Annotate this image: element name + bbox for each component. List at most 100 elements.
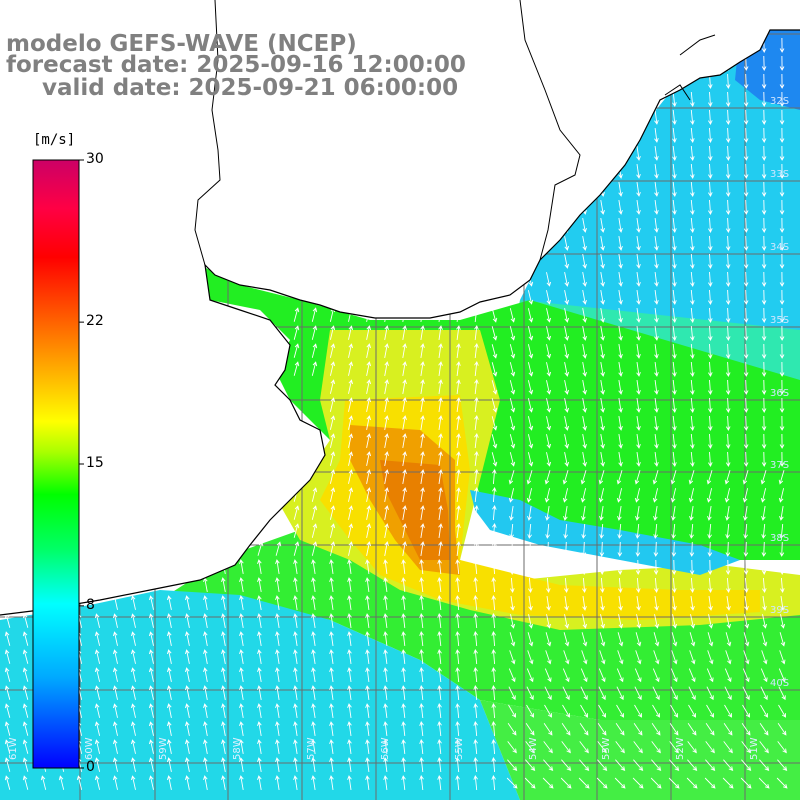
wind-arrow xyxy=(510,596,515,611)
wind-arrow xyxy=(419,613,424,629)
wind-arrow xyxy=(524,777,536,789)
wind-arrow xyxy=(742,668,750,683)
wind-arrow xyxy=(669,722,679,736)
wind-arrow xyxy=(221,613,226,628)
wind-arrow xyxy=(600,596,605,611)
wind-arrow xyxy=(706,704,714,718)
wind-arrow xyxy=(474,451,479,467)
wind-arrow xyxy=(689,650,696,665)
wind-arrow xyxy=(725,451,731,467)
wind-arrow xyxy=(348,433,354,448)
wind-arrow xyxy=(419,703,424,719)
wind-arrow xyxy=(708,451,713,467)
wind-arrow xyxy=(473,649,478,665)
wind-arrow xyxy=(653,541,659,557)
wind-arrow xyxy=(203,757,208,772)
wind-arrow xyxy=(689,523,694,539)
wind-arrow xyxy=(743,559,749,575)
wind-arrow xyxy=(112,649,118,664)
wind-arrow xyxy=(527,380,534,395)
wind-arrow xyxy=(221,757,226,772)
wind-arrow xyxy=(348,523,354,538)
wind-arrow xyxy=(582,254,587,269)
wind-arrow xyxy=(618,308,623,323)
wind-arrow xyxy=(402,451,407,466)
wind-arrow xyxy=(743,632,750,647)
wind-arrow xyxy=(740,777,752,789)
wind-arrow xyxy=(329,397,336,412)
wind-arrow xyxy=(474,469,479,485)
wind-arrow xyxy=(329,703,334,718)
wind-arrow xyxy=(508,704,516,718)
wind-arrow xyxy=(184,649,190,664)
wind-arrow xyxy=(419,775,424,791)
wind-arrow xyxy=(743,91,749,107)
wind-arrow xyxy=(348,505,354,520)
wind-arrow xyxy=(509,434,516,449)
wind-arrow xyxy=(473,631,478,647)
wind-arrow xyxy=(474,361,479,377)
wind-arrow xyxy=(546,416,552,431)
wind-arrow xyxy=(688,470,695,485)
longitude-label: 59W xyxy=(158,737,169,760)
wind-arrow xyxy=(491,685,496,701)
wind-arrow xyxy=(329,325,336,340)
wind-arrow xyxy=(690,451,695,467)
wind-arrow xyxy=(761,55,767,71)
wind-arrow xyxy=(707,650,714,665)
wind-arrow xyxy=(564,362,570,377)
wind-arrow xyxy=(563,632,570,647)
wind-arrow xyxy=(456,361,461,376)
wind-arrow xyxy=(384,487,389,502)
wind-arrow xyxy=(654,110,659,125)
wind-arrow xyxy=(600,398,605,413)
wind-arrow xyxy=(221,631,226,646)
wind-arrow xyxy=(544,686,552,701)
wind-arrow xyxy=(366,415,372,430)
wind-arrow xyxy=(528,614,534,629)
wind-arrow xyxy=(761,145,767,161)
wind-arrow xyxy=(779,271,785,287)
wind-arrow xyxy=(672,127,677,143)
wind-arrow xyxy=(706,470,713,485)
wind-arrow xyxy=(311,523,318,538)
wind-arrow xyxy=(365,649,370,664)
wind-arrow xyxy=(507,741,517,754)
wind-arrow xyxy=(779,379,785,395)
wind-arrow xyxy=(690,145,695,161)
wind-arrow xyxy=(632,777,644,789)
wind-arrow xyxy=(543,722,553,736)
wind-arrow xyxy=(707,541,713,557)
wind-arrow xyxy=(383,739,388,754)
wind-arrow xyxy=(690,199,695,215)
wind-arrow xyxy=(221,721,226,736)
wind-arrow xyxy=(526,704,534,718)
wind-arrow xyxy=(743,506,748,521)
wind-arrow xyxy=(708,181,713,197)
wind-arrow xyxy=(275,703,280,718)
wind-arrow xyxy=(509,398,516,413)
wind-arrow xyxy=(580,704,588,718)
wind-arrow xyxy=(527,308,534,323)
wind-arrow xyxy=(456,523,461,538)
wind-arrow xyxy=(184,631,190,646)
wind-arrow xyxy=(4,649,11,664)
wind-arrow xyxy=(726,577,731,593)
wind-arrow xyxy=(491,739,496,755)
wind-arrow xyxy=(166,739,172,754)
wind-arrow xyxy=(166,613,172,628)
wind-arrow xyxy=(582,596,587,611)
wind-arrow xyxy=(525,722,535,736)
wind-arrow xyxy=(636,596,641,611)
wind-arrow xyxy=(473,613,478,629)
wind-arrow xyxy=(366,343,372,358)
wind-arrow xyxy=(456,505,461,520)
wind-arrow xyxy=(743,199,749,215)
wind-arrow xyxy=(545,541,551,557)
wind-arrow xyxy=(651,722,661,736)
wind-arrow xyxy=(257,685,262,700)
wind-arrow xyxy=(527,362,534,377)
wind-arrow xyxy=(779,433,785,449)
wind-arrow xyxy=(582,326,587,341)
wind-arrow xyxy=(726,614,732,629)
